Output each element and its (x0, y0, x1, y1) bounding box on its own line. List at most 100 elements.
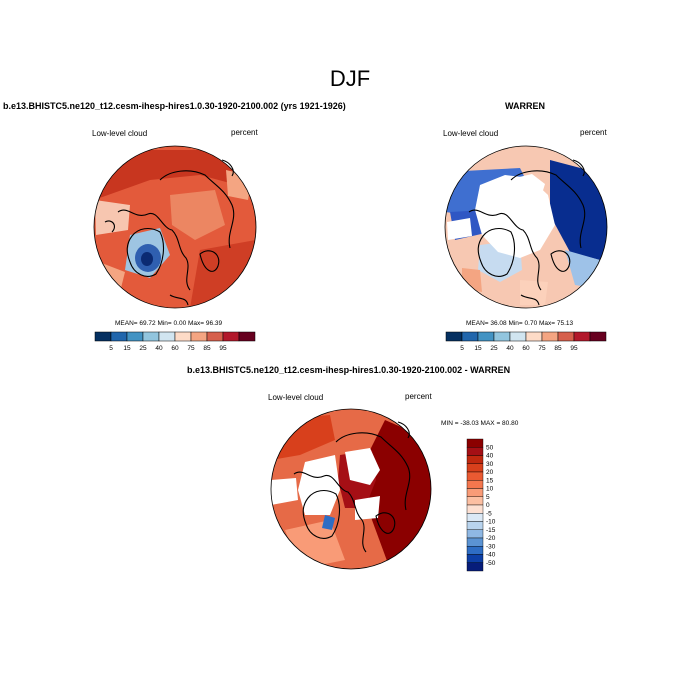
obs-colorbar-box (557, 331, 575, 342)
diff-colorbar-tick-label: 5 (486, 494, 490, 501)
obs-colorbar-tick-label: 95 (570, 345, 578, 352)
diff-map-border (270, 408, 432, 570)
obs-colorbar-box (445, 331, 463, 342)
diff-units-label: percent (405, 392, 432, 401)
diff-colorbar-box (466, 521, 484, 530)
obs-panel-title: WARREN (505, 101, 545, 111)
diff-polar-map (270, 408, 432, 570)
model-colorbar-box (206, 331, 224, 342)
model-greenland-min (141, 252, 153, 266)
obs-colorbar-box (573, 331, 591, 342)
model-colorbar-box (238, 331, 256, 342)
diff-colorbar-tick-label: -10 (486, 519, 496, 526)
diff-colorbar-box (466, 447, 484, 456)
model-map-border (93, 145, 257, 309)
obs-colorbar-box (509, 331, 527, 342)
model-colorbar-box (158, 331, 176, 342)
diff-colorbar-tick-label: -30 (486, 543, 496, 550)
model-units-label: percent (231, 128, 258, 137)
diff-colorbar-tick-label: -20 (486, 535, 496, 542)
figure-title: DJF (329, 66, 371, 91)
model-coastlines (104, 159, 235, 306)
diff-colorbar-box (466, 455, 484, 464)
obs-coastlines (468, 159, 586, 306)
model-colorbar-tick-label: 40 (155, 345, 163, 352)
obs-colorbar-box (525, 331, 543, 342)
diff-colorbar-tick-label: 10 (486, 486, 494, 493)
diff-colorbar-tick-label: 0 (486, 502, 490, 509)
diff-colorbar-tick-label: -5 (486, 510, 492, 517)
diff-colorbar-box (466, 546, 484, 555)
model-colorbar-box (190, 331, 208, 342)
diff-colorbar-tick-label: -50 (486, 560, 496, 567)
obs-colorbar-box (461, 331, 479, 342)
obs-colorbar: 5 15 25 40 60 75 85 95 (445, 331, 607, 352)
model-arctic-ocean (170, 190, 225, 240)
model-panel-title: b.e13.BHISTC5.ne120_t12.cesm-ihesp-hires… (3, 101, 346, 111)
obs-colorbar-tick-label: 85 (554, 345, 562, 352)
model-colorbar-tick-label: 25 (139, 345, 147, 352)
diff-coastlines (293, 421, 411, 553)
diff-colorbar-box (466, 554, 484, 563)
diff-colorbar-box (466, 480, 484, 489)
model-high-cloud-north (94, 150, 256, 200)
obs-colorbar-tick-label: 15 (474, 345, 482, 352)
diff-colorbar-box (466, 529, 484, 539)
diff-colorbar-tick-label: -15 (486, 527, 496, 534)
diff-colorbar-tick-label: 20 (486, 469, 494, 476)
diff-missing-east (355, 496, 380, 520)
model-colorbar-box (94, 331, 112, 342)
model-colorbar-box (142, 331, 160, 342)
diff-negative-spot (322, 515, 335, 530)
model-low-cloud-west (95, 200, 130, 235)
obs-colorbar-tick-label: 60 (522, 345, 530, 352)
obs-patch-south (520, 280, 548, 305)
model-polar-map (93, 145, 257, 309)
model-colorbar-box (126, 331, 144, 342)
model-patch-ne (226, 170, 252, 200)
model-colorbar-tick-label: 15 (123, 345, 131, 352)
model-variable-label: Low-level cloud (92, 129, 148, 138)
model-colorbar: 5 15 25 40 60 75 85 95 (94, 331, 256, 352)
diff-colorbar-tick-label: -40 (486, 552, 496, 559)
diff-stats: MIN = -38.03 MAX = 80.80 (441, 420, 519, 427)
diff-missing-west (271, 478, 298, 505)
diff-panel-title: b.e13.BHISTC5.ne120_t12.cesm-ihesp-hires… (187, 365, 511, 375)
diff-colorbar-box (466, 504, 484, 514)
diff-colorbar-box (466, 471, 484, 481)
diff-colorbar-box (466, 562, 484, 572)
diff-colorbar-box (466, 463, 484, 473)
model-colorbar-tick-label: 5 (109, 345, 113, 352)
diff-variable-label: Low-level cloud (268, 393, 324, 402)
diff-max-east (360, 420, 431, 569)
diff-colorbar-tick-label: 40 (486, 453, 494, 460)
model-colorbar-box (222, 331, 240, 342)
model-colorbar-tick-label: 95 (219, 345, 227, 352)
obs-colorbar-tick-label: 40 (506, 345, 514, 352)
diff-colorbar-tick-label: 30 (486, 461, 494, 468)
diff-colorbar-box (466, 438, 484, 448)
obs-min-cloud-east (550, 160, 607, 262)
diff-colorbar-box (466, 496, 484, 506)
diff-colorbar-box (466, 537, 484, 547)
diff-missing-center (298, 455, 340, 515)
obs-polar-map (444, 145, 608, 309)
obs-missing-data-north (515, 174, 545, 200)
obs-missing-data-west (447, 218, 472, 240)
obs-colorbar-tick-label: 75 (538, 345, 546, 352)
obs-colorbar-box (493, 331, 511, 342)
obs-colorbar-box (477, 331, 495, 342)
model-colorbar-tick-label: 75 (187, 345, 195, 352)
diff-colorbar-box (466, 488, 484, 497)
diff-colorbar-box (466, 513, 484, 522)
obs-units-label: percent (580, 128, 607, 137)
obs-variable-label: Low-level cloud (443, 129, 499, 138)
model-colorbar-box (174, 331, 192, 342)
model-colorbar-tick-label: 85 (203, 345, 211, 352)
obs-map-border (444, 145, 608, 309)
model-colorbar-box (110, 331, 128, 342)
obs-colorbar-box (541, 331, 559, 342)
obs-stats: MEAN= 36.08 Min= 0.70 Max= 75.13 (466, 320, 574, 327)
